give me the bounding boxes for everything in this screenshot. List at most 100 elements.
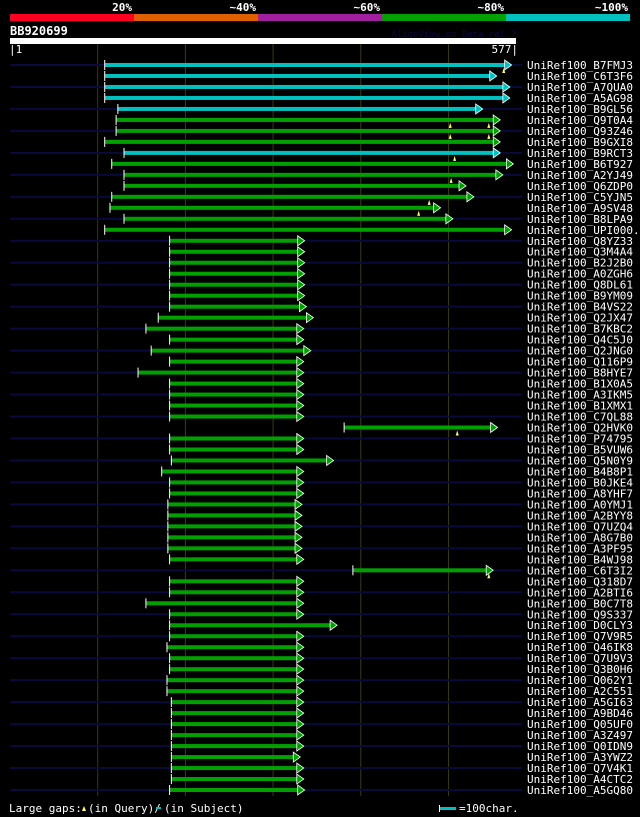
hit-label[interactable]: UniRef100_Q05UF0 <box>527 718 633 731</box>
hit-label[interactable]: UniRef100_Q46IK8 <box>527 641 633 654</box>
alignment-bar[interactable] <box>171 744 298 749</box>
hit-row[interactable]: UniRef100_B9GL56 <box>10 103 633 116</box>
hit-row[interactable]: UniRef100_B5VUW6 <box>169 443 633 456</box>
hit-label[interactable]: UniRef100_Q7UZQ4 <box>527 520 633 533</box>
hit-row[interactable]: UniRef100_Q46IK8 <box>166 641 633 654</box>
alignment-bar[interactable] <box>166 689 298 694</box>
hit-row[interactable]: UniRef100_Q8YZ33 <box>10 235 633 248</box>
hit-label[interactable]: UniRef100_B4WJ98 <box>527 553 633 566</box>
hit-label[interactable]: UniRef100_Q5N0Y9 <box>527 454 633 467</box>
hit-label[interactable]: UniRef100_Q3M4A4 <box>527 246 633 259</box>
hit-row[interactable]: UniRef100_B7KBC2 <box>10 323 633 336</box>
hit-row[interactable]: UniRef100_C6T3I2 <box>10 564 633 579</box>
hit-label[interactable]: UniRef100_B9RCT3 <box>527 147 633 160</box>
hit-row[interactable]: UniRef100_C5YJN5 <box>10 191 633 205</box>
hit-row[interactable]: UniRef100_A2YJ49 <box>10 169 633 183</box>
hit-label[interactable]: UniRef100_A2BTI6 <box>527 586 633 599</box>
hit-row[interactable]: UniRef100_A9SV48 <box>109 202 633 216</box>
hit-label[interactable]: UniRef100_Q3B0H6 <box>527 663 633 676</box>
alignment-bar[interactable] <box>169 491 298 496</box>
hit-label[interactable]: UniRef100_Q318D7 <box>527 575 633 588</box>
hit-row[interactable]: UniRef100_Q05UF0 <box>10 718 633 731</box>
alignment-bar[interactable] <box>138 370 298 375</box>
hit-row[interactable]: UniRef100_A3IKM5 <box>10 389 633 402</box>
alignment-bar[interactable] <box>116 117 495 122</box>
hit-label[interactable]: UniRef100_B7KBC2 <box>527 323 633 336</box>
alignment-bar[interactable] <box>104 84 504 89</box>
hit-row[interactable]: UniRef100_B9YM09 <box>169 290 633 303</box>
hit-row[interactable]: UniRef100_Q93Z46 <box>10 125 633 139</box>
hit-row[interactable]: UniRef100_Q2HVK0 <box>343 422 633 436</box>
alignment-bar[interactable] <box>104 63 506 67</box>
hit-row[interactable]: UniRef100_B1XMX1 <box>169 400 633 413</box>
alignment-bar[interactable] <box>104 95 504 100</box>
alignment-bar[interactable] <box>109 205 435 210</box>
alignment-bar[interactable] <box>104 139 495 144</box>
hit-label[interactable]: UniRef100_B4VS22 <box>527 301 633 314</box>
hit-label[interactable]: UniRef100_B2J2B0 <box>527 257 633 270</box>
hit-label[interactable]: UniRef100_Q0IDN9 <box>527 740 633 753</box>
hit-label[interactable]: UniRef100_Q4C5J0 <box>527 334 633 347</box>
hit-label[interactable]: UniRef100_B7FMJ3 <box>527 59 633 72</box>
hit-row[interactable]: UniRef100_A2BYY8 <box>167 509 633 522</box>
hit-label[interactable]: UniRef100_A9SV48 <box>527 202 633 215</box>
hit-row[interactable]: UniRef100_Q116P9 <box>169 356 633 369</box>
alignment-bar[interactable] <box>117 106 477 111</box>
hit-label[interactable]: UniRef100_Q9S337 <box>527 608 633 621</box>
alignment-bar[interactable] <box>166 678 298 683</box>
hit-label[interactable]: UniRef100_B6T927 <box>527 158 633 171</box>
hit-row[interactable]: UniRef100_Q2JNG0 <box>10 345 633 358</box>
hit-label[interactable]: UniRef100_B4B8P1 <box>527 465 633 478</box>
alignment-bar[interactable] <box>104 227 506 232</box>
alignment-bar[interactable] <box>104 73 491 78</box>
hit-row[interactable]: UniRef100_UPI000.. <box>104 224 640 237</box>
hit-row[interactable]: UniRef100_Q3B0H6 <box>169 663 633 676</box>
alignment-bar[interactable] <box>171 755 295 760</box>
alignment-bar[interactable] <box>171 458 328 463</box>
alignment-bar[interactable] <box>169 260 299 265</box>
hit-label[interactable]: UniRef100_Q6ZDP0 <box>527 180 633 193</box>
hit-label[interactable]: UniRef100_Q062Y1 <box>527 674 633 687</box>
alignment-bar[interactable] <box>352 568 488 573</box>
alignment-bar[interactable] <box>169 392 298 397</box>
hit-row[interactable]: UniRef100_B9RCT3 <box>10 147 633 161</box>
alignment-bar[interactable] <box>124 183 461 188</box>
hit-label[interactable]: UniRef100_A3YWZ2 <box>527 751 633 764</box>
hit-row[interactable]: UniRef100_A5AG98 <box>104 92 633 105</box>
alignment-bar[interactable] <box>171 733 298 738</box>
hit-label[interactable]: UniRef100_C6T3I2 <box>527 564 633 577</box>
alignment-bar[interactable] <box>171 766 298 771</box>
hit-label[interactable]: UniRef100_B5VUW6 <box>527 443 633 456</box>
alignment-bar[interactable] <box>169 447 298 452</box>
hit-row[interactable]: UniRef100_C7QL88 <box>10 411 633 424</box>
hit-label[interactable]: UniRef100_A7QUA0 <box>527 81 633 94</box>
hit-label[interactable]: UniRef100_Q9T0A4 <box>527 114 633 127</box>
hit-row[interactable]: UniRef100_A3PF95 <box>10 542 633 555</box>
hit-row[interactable]: UniRef100_Q9T0A4 <box>115 114 633 128</box>
hit-row[interactable]: UniRef100_B0C7T8 <box>145 597 633 610</box>
alignment-bar[interactable] <box>169 590 298 595</box>
hit-label[interactable]: UniRef100_Q8DL61 <box>527 279 633 292</box>
alignment-bar[interactable] <box>169 238 299 243</box>
hit-label[interactable]: UniRef100_C7QL88 <box>527 411 633 424</box>
alignment-bar[interactable] <box>145 326 298 331</box>
alignment-bar[interactable] <box>171 777 298 782</box>
hit-row[interactable]: UniRef100_A9BD46 <box>170 707 633 720</box>
hit-label[interactable]: UniRef100_Q116P9 <box>527 356 633 369</box>
alignment-bar[interactable] <box>169 436 298 441</box>
hit-label[interactable]: UniRef100_B8LPA9 <box>527 213 633 226</box>
alignment-bar[interactable] <box>124 216 447 221</box>
hit-label[interactable]: UniRef100_Q7V9R5 <box>527 630 633 643</box>
hit-label[interactable]: UniRef100_A4CTC2 <box>527 773 633 786</box>
alignment-bar[interactable] <box>169 249 299 254</box>
alignment-bar[interactable] <box>167 513 297 518</box>
hit-row[interactable]: UniRef100_A4CTC2 <box>170 773 633 786</box>
hit-label[interactable]: UniRef100_C5YJN5 <box>527 191 633 204</box>
alignment-bar[interactable] <box>151 348 305 353</box>
hit-label[interactable]: UniRef100_C6T3F6 <box>527 70 633 83</box>
hit-label[interactable]: UniRef100_A5GI63 <box>527 696 633 709</box>
hit-row[interactable]: UniRef100_Q7V9R5 <box>10 630 633 643</box>
hit-row[interactable]: UniRef100_Q4C5J0 <box>169 334 633 347</box>
alignment-bar[interactable] <box>169 623 332 628</box>
hit-label[interactable]: UniRef100_Q93Z46 <box>527 125 633 138</box>
